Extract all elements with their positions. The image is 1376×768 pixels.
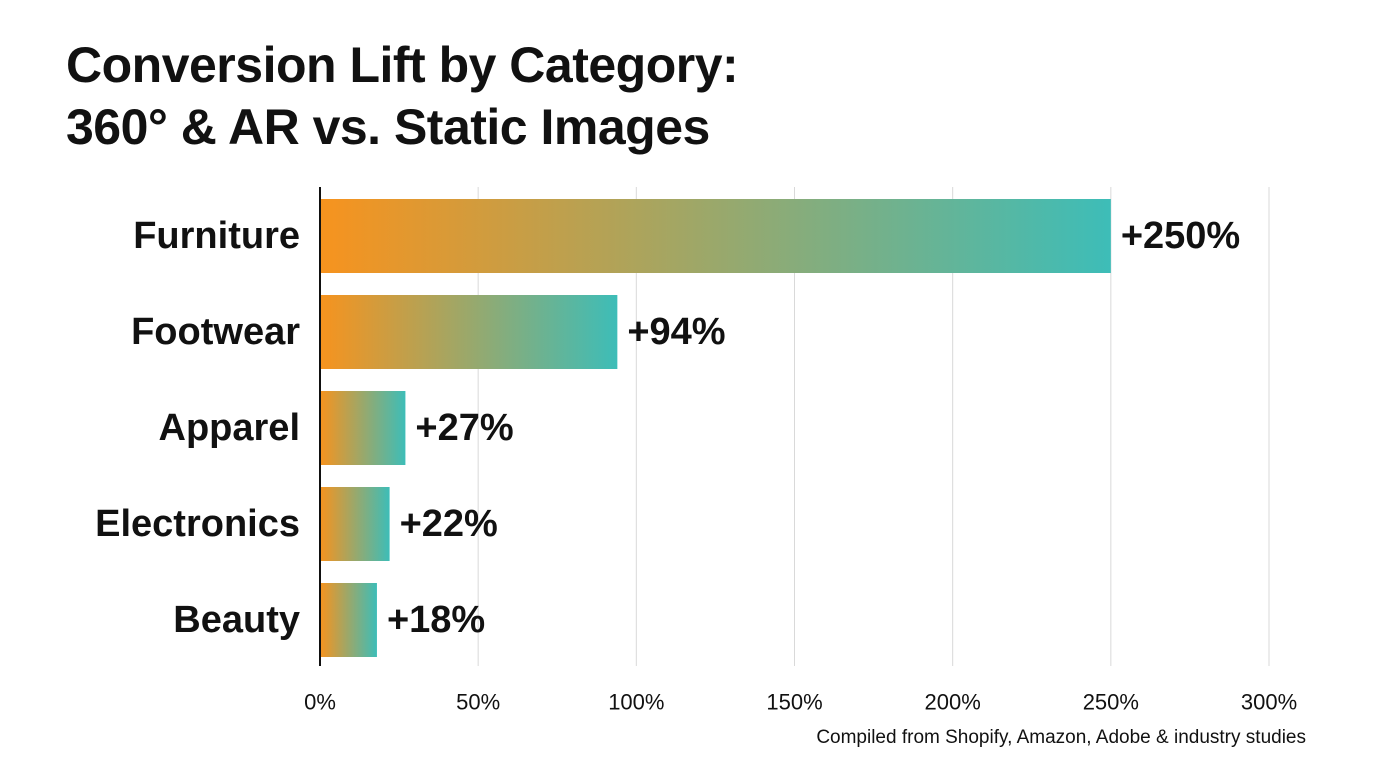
value-label: +94% bbox=[627, 311, 725, 353]
bar-beauty bbox=[320, 583, 377, 657]
category-label: Apparel bbox=[159, 407, 300, 449]
chart-title-line-2: 360° & AR vs. Static Images bbox=[66, 99, 710, 155]
category-label: Footwear bbox=[131, 311, 300, 353]
bar-footwear bbox=[320, 295, 618, 369]
chart-title-line-1: Conversion Lift by Category: bbox=[66, 37, 739, 93]
chart-title: Conversion Lift by Category: 360° & AR v… bbox=[66, 34, 739, 158]
bar-furniture bbox=[320, 199, 1111, 273]
bars bbox=[320, 199, 1111, 657]
value-label: +27% bbox=[415, 407, 513, 449]
x-tick-label: 250% bbox=[1083, 690, 1139, 715]
x-tick-label: 100% bbox=[608, 690, 664, 715]
x-tick-label: 150% bbox=[766, 690, 822, 715]
labels: Furniture +250% Footwear +94% Apparel +27% Ele… bbox=[95, 215, 1240, 641]
value-label: +18% bbox=[387, 599, 485, 641]
x-tick-label: 50% bbox=[456, 690, 500, 715]
x-tick-label: 200% bbox=[925, 690, 981, 715]
bar-apparel bbox=[320, 391, 406, 465]
source-note: Compiled from Shopify, Amazon, Adobe & i… bbox=[816, 727, 1306, 748]
category-label: Beauty bbox=[173, 599, 300, 641]
value-label: +22% bbox=[400, 503, 498, 545]
x-tick-label: 0% bbox=[304, 690, 336, 715]
value-label: +250% bbox=[1121, 215, 1240, 257]
x-tick-label: 300% bbox=[1241, 690, 1297, 715]
x-axis-ticks: 0% 50% 100% 150% 200% 250% 300% bbox=[304, 690, 1297, 715]
category-label: Furniture bbox=[133, 215, 300, 257]
category-label: Electronics bbox=[95, 503, 300, 545]
bar-electronics bbox=[320, 487, 390, 561]
